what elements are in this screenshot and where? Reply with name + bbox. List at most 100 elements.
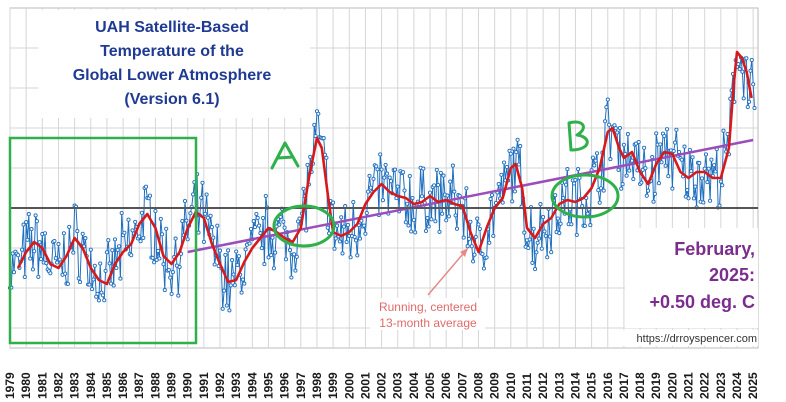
monthly-point <box>395 184 400 189</box>
monthly-point <box>553 193 558 198</box>
monthly-point <box>488 196 493 202</box>
monthly-point <box>345 222 350 228</box>
monthly-point <box>292 252 297 257</box>
monthly-point <box>289 275 294 280</box>
x-tick-label: 1982 <box>51 372 65 399</box>
monthly-point <box>652 191 657 196</box>
monthly-point <box>341 224 346 229</box>
monthly-point <box>248 226 254 232</box>
annotation-text-line-1: Running, centered <box>379 300 477 314</box>
monthly-point <box>367 173 372 178</box>
annotation-text-line-2: 13-month average <box>379 316 477 330</box>
monthly-point <box>697 161 702 166</box>
monthly-point <box>16 253 21 258</box>
monthly-point <box>281 219 286 224</box>
x-tick-label: 2017 <box>617 372 631 399</box>
monthly-point <box>262 262 267 267</box>
monthly-point <box>119 210 124 216</box>
monthly-point <box>514 150 519 155</box>
monthly-point <box>203 211 208 216</box>
monthly-point <box>240 277 245 282</box>
monthly-point <box>429 217 434 222</box>
monthly-point <box>38 257 44 262</box>
monthly-point <box>534 250 539 255</box>
monthly-point <box>24 220 29 225</box>
monthly-point <box>257 223 262 228</box>
chart-title-line-2: Temperature of the <box>100 43 244 60</box>
monthly-point <box>331 200 336 205</box>
monthly-point <box>67 224 72 229</box>
monthly-point <box>487 240 492 245</box>
monthly-point <box>590 155 595 160</box>
latest-box <box>625 228 758 328</box>
hand-letter-b <box>567 120 589 152</box>
monthly-point <box>526 245 531 251</box>
monthly-point <box>141 235 146 240</box>
monthly-point <box>259 246 264 251</box>
monthly-point <box>388 179 394 184</box>
x-tick-label: 2003 <box>391 372 405 399</box>
monthly-point <box>100 293 105 298</box>
monthly-point <box>740 69 745 74</box>
monthly-point <box>624 173 629 178</box>
monthly-point <box>351 200 356 205</box>
monthly-point <box>108 281 114 286</box>
x-tick-label: 2001 <box>358 372 372 399</box>
monthly-point <box>344 239 349 245</box>
monthly-point <box>196 230 201 235</box>
monthly-point <box>133 219 138 224</box>
monthly-point <box>646 188 651 193</box>
monthly-point <box>555 216 560 221</box>
monthly-point <box>384 171 390 176</box>
monthly-point <box>545 255 550 260</box>
monthly-point <box>138 239 143 244</box>
monthly-point <box>201 239 206 244</box>
monthly-point <box>689 169 694 174</box>
monthly-point <box>294 254 299 259</box>
monthly-point <box>642 145 647 150</box>
monthly-point <box>340 251 345 256</box>
monthly-point <box>168 275 173 280</box>
monthly-point <box>63 271 68 276</box>
monthly-point <box>33 213 38 218</box>
monthly-point <box>441 173 446 178</box>
monthly-point <box>282 225 287 230</box>
monthly-point <box>401 170 406 175</box>
monthly-point <box>212 262 217 267</box>
x-tick-label: 1999 <box>326 372 340 399</box>
monthly-point <box>502 160 507 165</box>
monthly-point <box>348 255 353 260</box>
monthly-point <box>720 183 725 188</box>
monthly-point <box>366 189 371 194</box>
monthly-point <box>682 144 687 149</box>
monthly-point <box>437 229 442 234</box>
title-box <box>38 10 310 118</box>
monthly-point <box>130 228 135 233</box>
monthly-point <box>255 215 260 220</box>
monthly-point <box>316 111 321 116</box>
monthly-point <box>438 170 443 175</box>
monthly-point <box>538 202 543 207</box>
monthly-point <box>596 188 601 193</box>
monthly-point <box>379 167 384 172</box>
monthly-point <box>20 247 25 252</box>
monthly-point <box>673 140 678 145</box>
monthly-point <box>709 157 714 162</box>
monthly-point <box>619 186 624 191</box>
monthly-point <box>747 99 752 104</box>
monthly-point <box>77 280 83 285</box>
monthly-point <box>355 253 360 258</box>
monthly-point <box>308 154 313 159</box>
monthly-point <box>75 229 80 234</box>
monthly-point <box>42 231 48 236</box>
monthly-point <box>484 255 489 260</box>
monthly-point <box>643 166 648 171</box>
monthly-point <box>22 274 27 280</box>
monthly-point <box>489 193 495 198</box>
x-tick-label: 2025 <box>746 372 760 399</box>
monthly-point <box>616 167 621 172</box>
monthly-point <box>504 164 509 170</box>
monthly-point <box>691 196 696 201</box>
monthly-point <box>271 266 276 271</box>
x-tick-label: 2023 <box>714 372 728 399</box>
